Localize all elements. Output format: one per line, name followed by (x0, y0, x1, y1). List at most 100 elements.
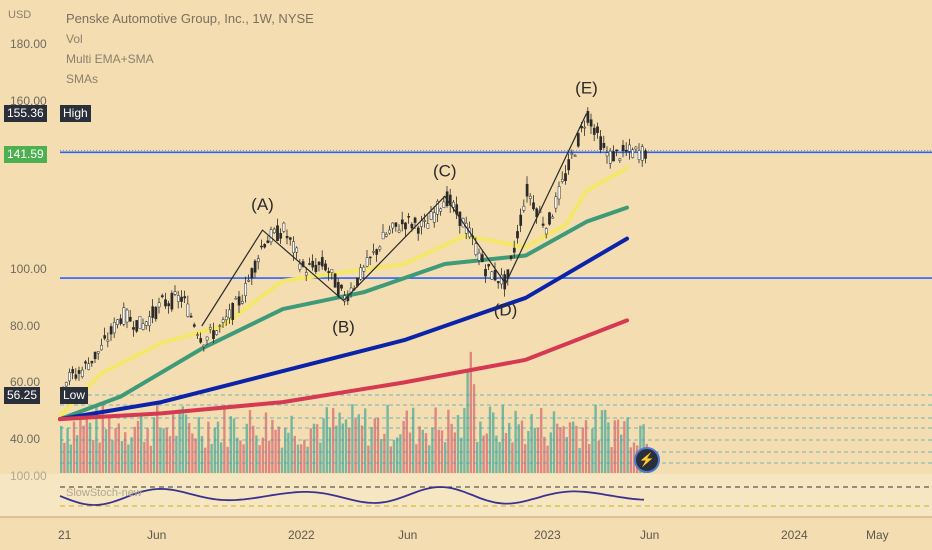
volume-bar (213, 427, 216, 473)
candle-body (640, 146, 644, 161)
high-label: High (60, 105, 91, 122)
candle-body (557, 186, 561, 200)
volume-bar (220, 442, 223, 473)
volume-bar (133, 426, 136, 473)
volume-bar (354, 418, 357, 473)
candle-body (212, 330, 215, 339)
volume-bar (565, 437, 568, 473)
volume-bar (242, 444, 245, 473)
volume-bar (79, 418, 82, 473)
candle-body (308, 263, 311, 265)
candle-body (397, 229, 401, 233)
volume-bar (264, 412, 268, 473)
candle-body (250, 268, 254, 279)
volume-bar (536, 428, 540, 473)
candle-body (160, 295, 164, 298)
volume-bar (584, 420, 588, 473)
candle-body (125, 309, 129, 323)
volume-bar (143, 441, 146, 473)
bolt-icon[interactable]: ⚡ (634, 447, 660, 473)
volume-bar (434, 407, 437, 473)
candle-body (362, 266, 366, 272)
volume-bar (591, 428, 594, 473)
wave-lines: (A) (B) (C) (D) (E) (201, 78, 598, 337)
candle-body (548, 212, 551, 225)
volume-bar (168, 436, 172, 473)
candle-body (288, 237, 292, 240)
candle-body (77, 370, 81, 374)
chart-title[interactable]: Penske Automotive Group, Inc., 1W, NYSE (66, 11, 314, 26)
volume-bar (309, 428, 312, 473)
volume-bar (210, 443, 213, 473)
candle-body (84, 361, 87, 364)
candle-body (618, 158, 622, 161)
volume-bar (348, 428, 351, 473)
candle-body (90, 360, 94, 364)
volume-bar (117, 423, 120, 473)
volume-bar (341, 423, 344, 473)
candle-body (439, 208, 443, 212)
candle-body (512, 247, 516, 253)
volume-bar (364, 408, 367, 473)
volume-bar (530, 414, 533, 473)
candle-body (436, 200, 439, 215)
candle-body (183, 296, 187, 299)
volume-bar (296, 444, 300, 473)
indicator-smas[interactable]: SMAs (66, 72, 99, 86)
volume-bar (463, 408, 466, 473)
indicator-vol[interactable]: Vol (66, 32, 83, 46)
volume-bar (367, 445, 370, 473)
y-tick: 40.00 (10, 432, 41, 446)
candle-body (170, 292, 174, 310)
volume-bar (236, 437, 239, 473)
candle-body (151, 306, 155, 318)
volume-bar (556, 423, 559, 473)
volume-bar (476, 441, 479, 473)
volume-bar (172, 414, 175, 473)
volume-bar (156, 405, 159, 473)
candle-body (570, 153, 574, 155)
candle-body (442, 201, 446, 208)
volume-bar (472, 384, 476, 473)
volume-bar (92, 440, 95, 473)
x-tick: 2022 (288, 528, 315, 542)
candle-body (116, 319, 119, 325)
oscillator-label[interactable]: SlowStoch-new (66, 487, 142, 499)
candle-body (410, 223, 414, 229)
candle-body (602, 143, 606, 148)
volume-bar (392, 439, 396, 473)
candle-body (208, 326, 212, 330)
volume-bar (616, 419, 620, 473)
volume-bar (511, 442, 514, 473)
volume-bar (277, 426, 280, 473)
candle-body (71, 369, 75, 374)
volume-bar (405, 410, 408, 473)
volume-bar (98, 442, 101, 473)
candle-body (452, 201, 455, 208)
currency-label: USD (8, 9, 32, 21)
volume-bar (421, 429, 424, 473)
volume-bar (629, 447, 632, 473)
volume-bar (287, 432, 290, 473)
candle-body (100, 345, 103, 351)
candle-body (394, 222, 398, 227)
candle-body (154, 306, 158, 320)
volume-bar (178, 409, 181, 473)
candle-body (605, 152, 609, 157)
candle-body (176, 295, 180, 302)
candle-body (487, 264, 491, 267)
y-tick: 100.00 (10, 262, 47, 276)
volume-bar (357, 414, 360, 473)
volume-bar (140, 413, 143, 473)
volume-bar (332, 408, 335, 473)
candle-body (269, 229, 273, 243)
volume-bar (450, 423, 453, 473)
candle-body (279, 232, 283, 239)
y-tick: 80.00 (10, 319, 41, 333)
volume-bar (376, 417, 380, 473)
candle-body (340, 284, 343, 289)
x-tick: 2024 (781, 528, 808, 542)
candle-body (93, 351, 97, 360)
indicator-multi-ema-sma[interactable]: Multi EMA+SMA (66, 52, 154, 66)
